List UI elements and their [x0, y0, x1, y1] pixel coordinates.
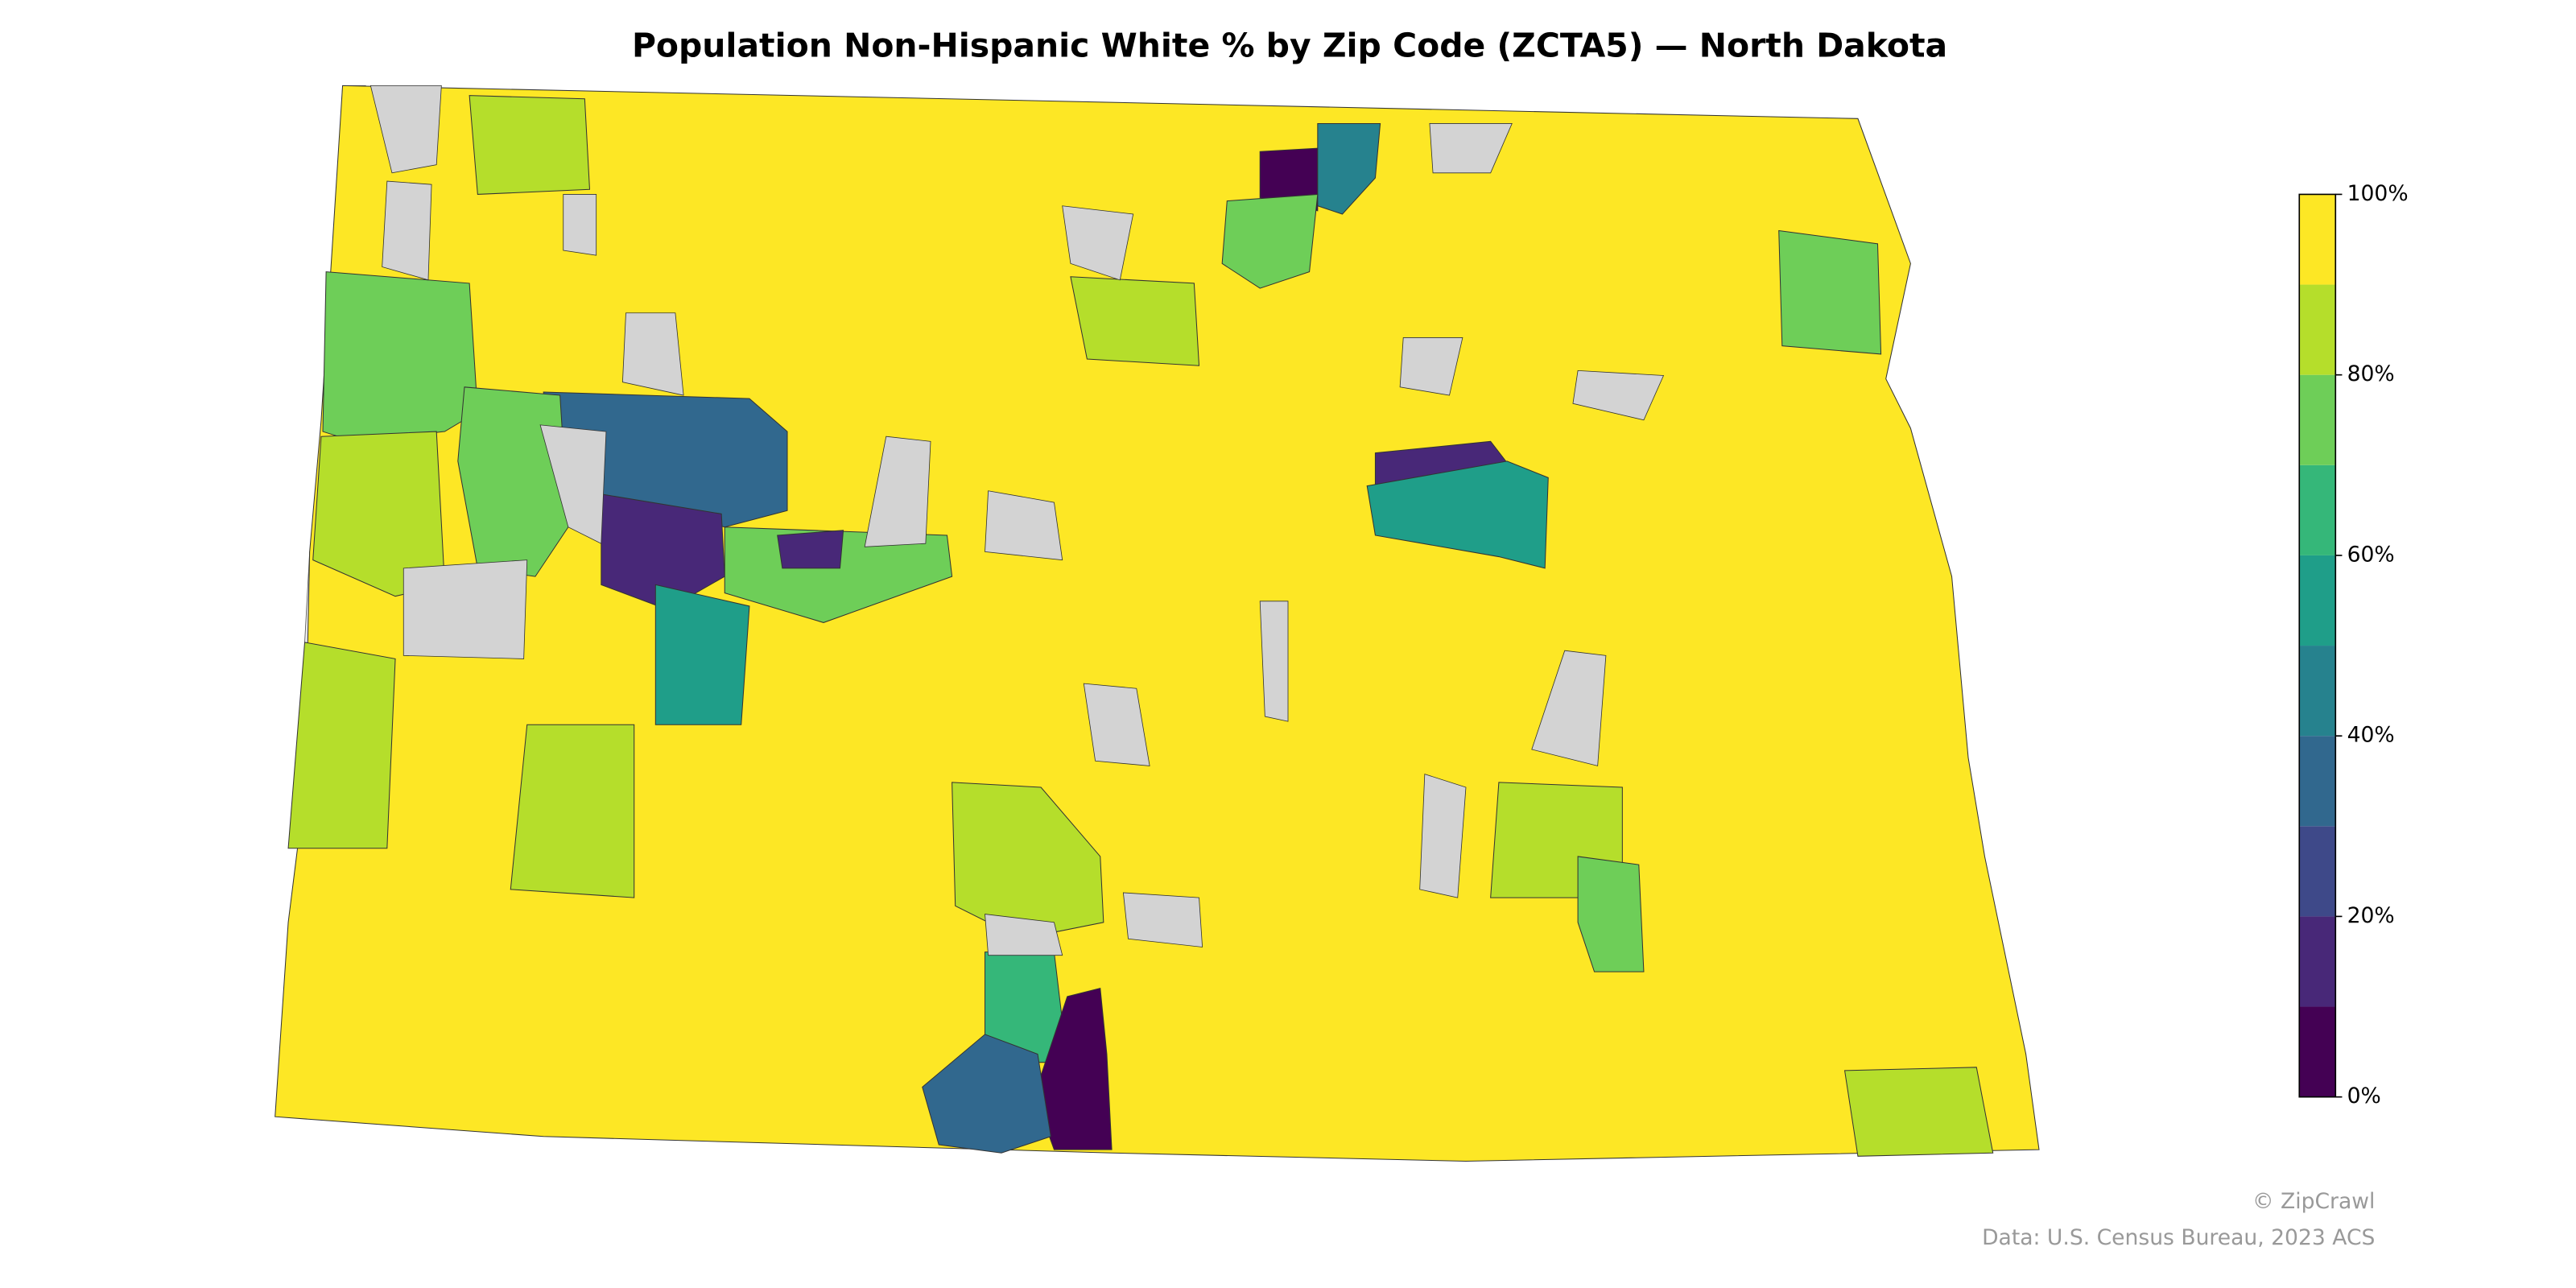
zip-region — [1317, 122, 1381, 215]
zip-region — [1070, 276, 1200, 366]
colorbar-tick-label: 100% — [2347, 181, 2409, 206]
zip-region — [457, 386, 569, 577]
zip-region — [322, 271, 478, 442]
colorbar-tick-label: 80% — [2347, 361, 2395, 386]
colorbar-bin — [2299, 374, 2336, 465]
credit: © ZipCrawl — [2252, 1189, 2375, 1214]
colorbar-bin — [2299, 646, 2336, 737]
colorbar-tick-label: 40% — [2347, 723, 2395, 748]
zip-region — [275, 85, 2040, 1162]
zip-region — [777, 530, 844, 569]
zip-region — [952, 782, 1104, 939]
zip-region — [1366, 460, 1549, 569]
zip-region — [601, 493, 725, 610]
colorbar-bin — [2299, 736, 2336, 827]
zip-region — [287, 642, 396, 849]
colorbar-bin — [2299, 1006, 2336, 1097]
colorbar-frame — [2298, 193, 2337, 1098]
zip-region — [510, 724, 635, 898]
colorbar: 0% 20% 40% 60% 80% 100% — [2298, 181, 2409, 1108]
colorbar-tick-label: 0% — [2347, 1084, 2381, 1108]
zip-region — [654, 584, 750, 725]
no-data-zips — [369, 85, 1665, 956]
colorbar-bin — [2299, 916, 2336, 1007]
colorbar-bin — [2299, 284, 2336, 375]
colorbar-bin — [2299, 555, 2336, 646]
zip-region — [1221, 193, 1319, 289]
zip-region — [1843, 1067, 1994, 1157]
zip-region — [1778, 229, 1882, 355]
colorbar-bin — [2299, 826, 2336, 917]
colorbar-tick-label: 60% — [2347, 542, 2395, 567]
colorbar-tick-label: 20% — [2347, 903, 2395, 928]
zip-region — [922, 1034, 1051, 1154]
colorbar-bin — [2299, 464, 2336, 555]
map-title: Population Non-Hispanic White % by Zip C… — [632, 26, 1947, 64]
zip-region — [1577, 856, 1645, 972]
zip-region — [469, 95, 591, 195]
source: Data: U.S. Census Bureau, 2023 ACS — [1982, 1225, 2375, 1250]
colorbar-bin — [2299, 194, 2336, 285]
